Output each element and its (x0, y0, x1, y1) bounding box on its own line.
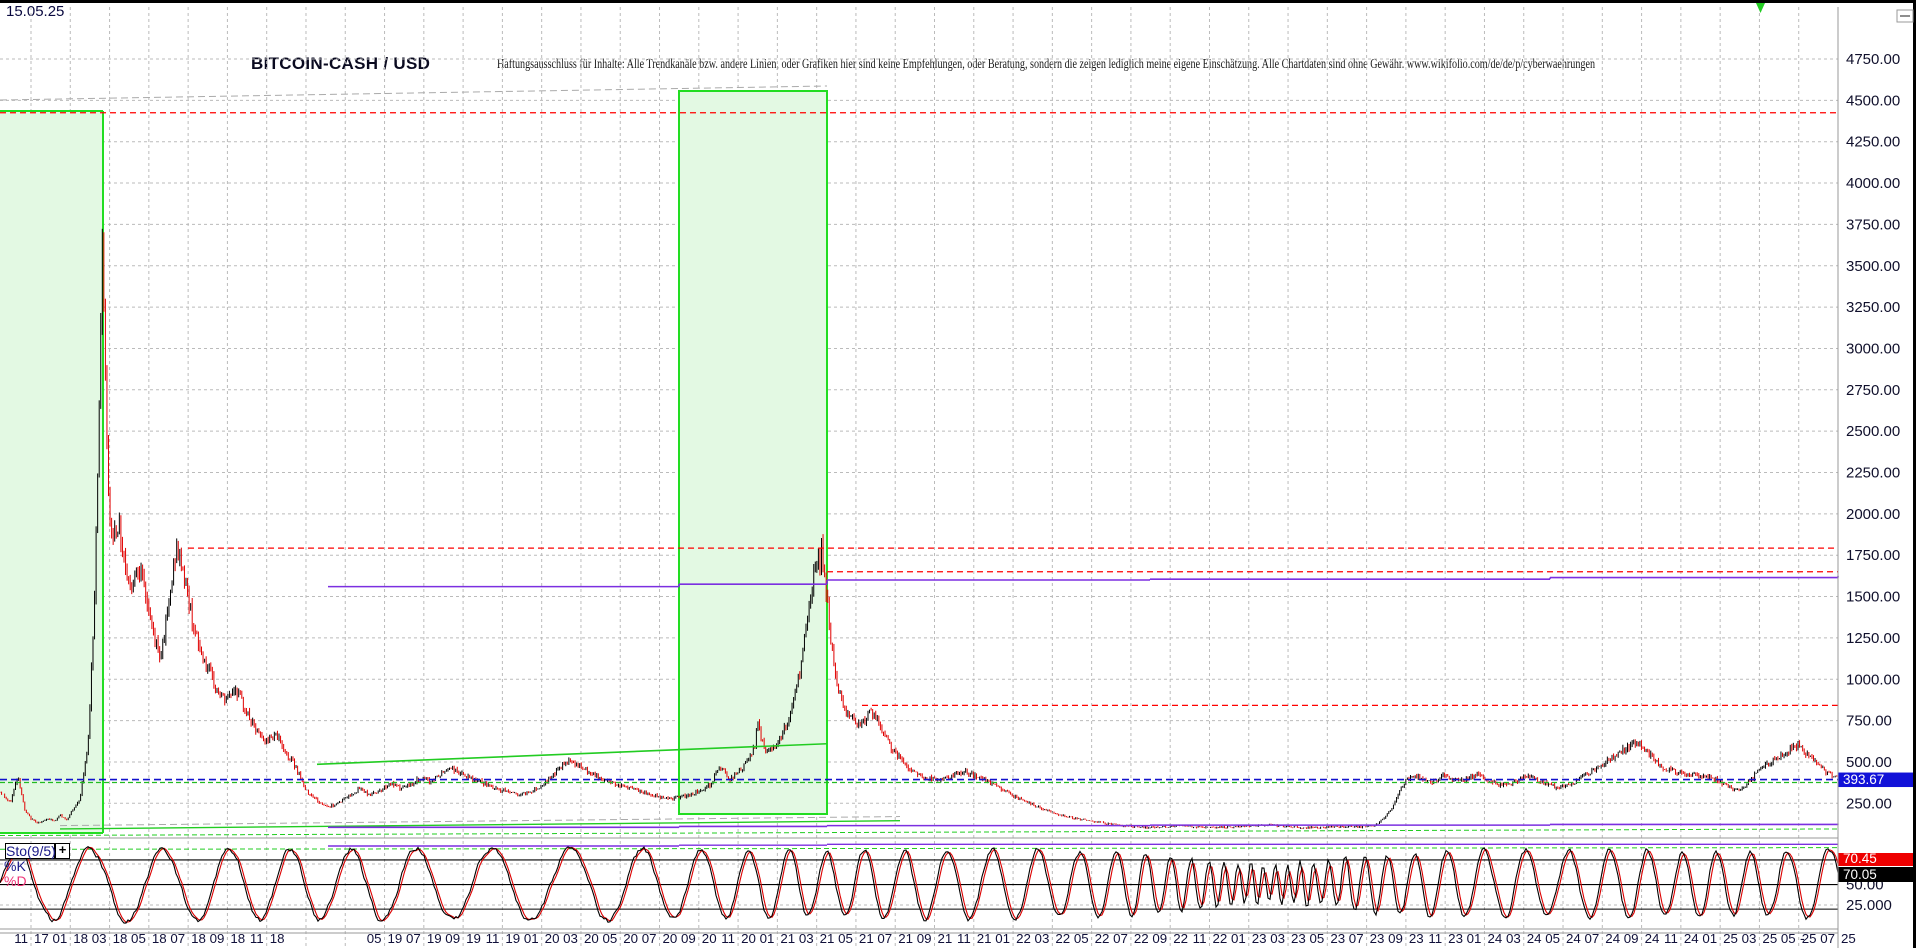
svg-text:2750.00: 2750.00 (1846, 382, 1900, 399)
svg-text:1000.00: 1000.00 (1846, 671, 1900, 688)
svg-text:500.00: 500.00 (1846, 754, 1892, 771)
svg-text:3250.00: 3250.00 (1846, 299, 1900, 316)
svg-text:4000.00: 4000.00 (1846, 175, 1900, 192)
svg-text:25: 25 (1841, 931, 1856, 946)
svg-text:1750.00: 1750.00 (1846, 547, 1900, 564)
svg-text:1500.00: 1500.00 (1846, 589, 1900, 606)
svg-text:3000.00: 3000.00 (1846, 340, 1900, 357)
svg-text:1250.00: 1250.00 (1846, 630, 1900, 647)
svg-text:4250.00: 4250.00 (1846, 134, 1900, 151)
svg-text:2250.00: 2250.00 (1846, 465, 1900, 482)
svg-text:3750.00: 3750.00 (1846, 216, 1900, 233)
svg-text:25.000: 25.000 (1846, 897, 1892, 914)
svg-text:4500.00: 4500.00 (1846, 92, 1900, 109)
svg-text:2500.00: 2500.00 (1846, 423, 1900, 440)
svg-text:4750.00: 4750.00 (1846, 51, 1900, 68)
svg-text:750.00: 750.00 (1846, 713, 1892, 730)
svg-text:250.00: 250.00 (1846, 795, 1892, 812)
svg-text:393.67: 393.67 (1843, 772, 1884, 787)
svg-text:70.45: 70.45 (1843, 851, 1877, 866)
svg-text:-: - (1800, 930, 1805, 946)
svg-text:70.05: 70.05 (1843, 867, 1877, 882)
svg-text:2000.00: 2000.00 (1846, 506, 1900, 523)
svg-text:3500.00: 3500.00 (1846, 258, 1900, 275)
